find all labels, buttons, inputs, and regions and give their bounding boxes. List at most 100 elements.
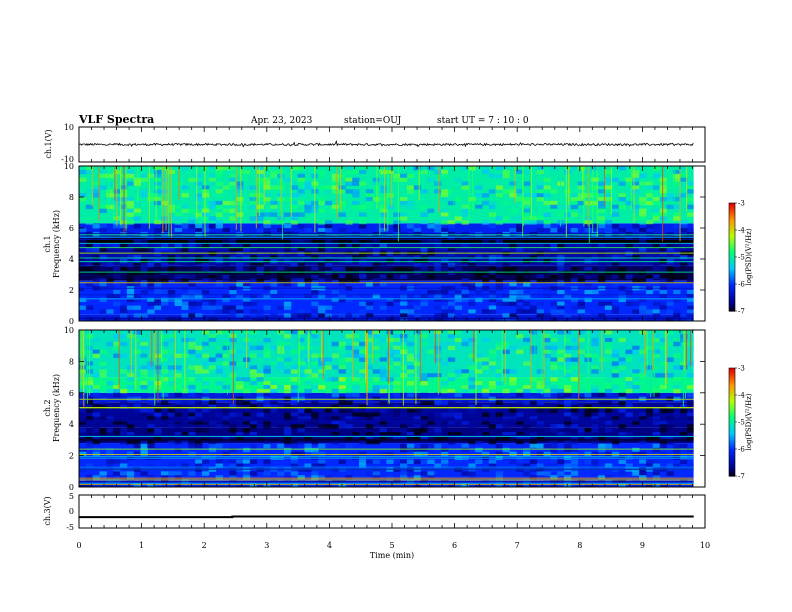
spectrum-cell xyxy=(242,455,251,461)
spectrum-cell xyxy=(393,463,401,468)
spectrum-cell xyxy=(297,173,305,179)
spectrum-cell xyxy=(461,290,469,295)
spectrum-cell xyxy=(536,381,544,386)
spectrum-cell xyxy=(311,483,319,488)
spectrum-cell xyxy=(154,189,162,194)
spectrum-cell xyxy=(680,313,688,318)
spectrum-cell xyxy=(461,337,469,343)
spectrum-cell xyxy=(420,297,428,303)
spectrum-cell xyxy=(365,439,374,445)
spectrum-cell xyxy=(666,439,674,445)
spectrum-cell xyxy=(618,400,626,406)
spectrum-cell xyxy=(201,189,210,194)
spectrum-cell xyxy=(215,262,223,268)
spectrum-cell xyxy=(577,416,585,421)
spectrum-cell xyxy=(263,420,271,425)
spectrum-cell xyxy=(249,471,258,476)
spectrum-cell xyxy=(338,239,346,244)
spectrum-cell xyxy=(598,197,606,202)
ch3-trace xyxy=(79,515,694,519)
spectrum-cell xyxy=(639,297,647,303)
spectrum-cell xyxy=(99,255,107,260)
spectrum-cell xyxy=(167,483,176,488)
spectrum-cell xyxy=(119,471,128,476)
spectrum-cell xyxy=(140,471,148,476)
spectrum-cell xyxy=(318,475,326,480)
spectrum-cell xyxy=(434,412,442,417)
spectrum-cell xyxy=(550,228,558,233)
colorbar-segment xyxy=(729,386,735,389)
spectrum-cell xyxy=(604,388,613,394)
spectrum-cell xyxy=(570,424,579,429)
spectrum-cell xyxy=(242,475,251,480)
spectrum-cell xyxy=(495,400,503,406)
spectrum-cell xyxy=(379,369,387,374)
spectrum-cell xyxy=(666,408,674,413)
spectrum-cell xyxy=(652,333,661,339)
spectrum-cell xyxy=(625,349,633,355)
spectrum-cell xyxy=(242,483,251,488)
spectrum-cell xyxy=(502,345,510,351)
ch2-spectrogram-image xyxy=(79,330,705,488)
spectrum-cell xyxy=(673,337,681,343)
spectrum-cell xyxy=(283,475,292,480)
spectrum-cell xyxy=(222,408,230,413)
spectrum-cell xyxy=(563,388,572,394)
spectrum-cell xyxy=(324,220,333,225)
spectrum-cell xyxy=(195,412,203,417)
spectrum-cell xyxy=(659,443,667,449)
spectrum-cell xyxy=(680,255,688,260)
spectrum-cell xyxy=(79,169,87,175)
colorbar-segment xyxy=(729,461,735,464)
spectrum-cell xyxy=(550,384,558,390)
spectrum-cell xyxy=(427,459,435,464)
spectrum-cell xyxy=(563,420,572,425)
spectrum-cell xyxy=(133,282,141,287)
spectrum-cell xyxy=(311,274,319,279)
spectrum-cell xyxy=(249,345,258,351)
spectrum-cell xyxy=(673,274,681,279)
spectrum-cell xyxy=(639,200,647,206)
spectrum-cell xyxy=(604,463,613,468)
spectrum-cell xyxy=(359,369,367,374)
spectrum-cell xyxy=(324,483,333,488)
spectrum-cell xyxy=(666,255,674,260)
spectrum-cell xyxy=(536,471,544,476)
spectrum-cell xyxy=(290,416,299,421)
spectrum-cell xyxy=(659,212,667,217)
spectrum-cell xyxy=(188,439,196,445)
spectrum-cell xyxy=(516,404,524,409)
spectrum-cell xyxy=(174,475,182,480)
spectrum-cell xyxy=(311,463,319,468)
spectrum-cell xyxy=(543,337,551,343)
spectrum-cell xyxy=(311,420,319,425)
spectrum-cell xyxy=(584,435,592,441)
spectrum-cell xyxy=(352,266,360,272)
spectrum-cell xyxy=(331,404,340,409)
colorbar-segment xyxy=(729,470,735,473)
colorbar-segment xyxy=(729,413,735,416)
spectrum-cell xyxy=(188,224,196,229)
spectrum-cell xyxy=(113,243,121,248)
spectrum-cell xyxy=(632,301,640,306)
spectrum-cell xyxy=(270,313,278,318)
spectrum-cell xyxy=(386,204,394,210)
colorbar-segment xyxy=(729,463,735,466)
spectrum-cell xyxy=(454,293,462,299)
spectrum-cell xyxy=(618,435,626,441)
spectrum-cell xyxy=(577,200,585,206)
spectrum-cell xyxy=(488,274,497,279)
spectrum-cell xyxy=(516,483,524,488)
spectrum-cell xyxy=(625,400,633,406)
spectrum-cell xyxy=(420,381,428,386)
spectrum-cell xyxy=(625,239,633,244)
spectrum-cell xyxy=(372,262,381,268)
spectrum-cell xyxy=(632,483,640,488)
spectrum-cell xyxy=(495,475,503,480)
spectrum-cell xyxy=(147,400,155,406)
spectrum-cell xyxy=(420,247,428,252)
spectrum-cell xyxy=(434,293,442,299)
spectrum-cell xyxy=(536,216,544,221)
time-axis-label: Time (min) xyxy=(370,551,414,560)
spectrum-cell xyxy=(133,337,141,343)
